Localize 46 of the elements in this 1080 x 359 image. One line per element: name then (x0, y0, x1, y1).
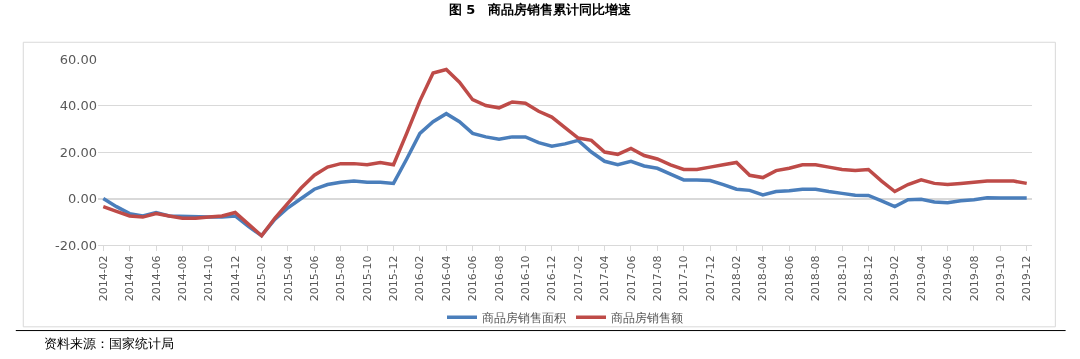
y-tick-label: 0.00 (68, 191, 97, 207)
x-tick-label: 2019-02 (888, 255, 902, 302)
line-series (101, 67, 1029, 238)
x-tick-label: 2016-10 (518, 255, 532, 302)
x-tick-label: 2019-04 (914, 255, 928, 302)
y-tick-label: -20.00 (55, 237, 97, 253)
x-tick-label: 2016-04 (439, 255, 453, 302)
x-tick-label: 2018-10 (835, 255, 849, 302)
x-tick-label: 2017-10 (677, 255, 691, 302)
x-tick-label: 2019-10 (993, 255, 1007, 302)
x-tick-label: 2015-10 (360, 255, 374, 302)
x-tick-label: 2018-12 (861, 255, 875, 302)
x-tick-label: 2014-12 (228, 255, 242, 302)
x-tick-label: 2016-08 (492, 255, 506, 302)
legend-label: 商品房销售面积 (482, 310, 566, 325)
x-tick-label: 2019-06 (941, 255, 955, 302)
x-tick-label: 2017-04 (598, 255, 612, 302)
y-tick-label: 20.00 (59, 144, 97, 160)
x-tick-label: 2017-12 (703, 255, 717, 302)
x-tick-label: 2016-12 (545, 255, 559, 302)
x-tick-label: 2018-08 (809, 255, 823, 302)
x-tick-label: 2017-06 (624, 255, 638, 302)
x-tick-label: 2015-06 (307, 255, 321, 302)
y-tick-label: 40.00 (59, 98, 97, 114)
x-tick-label: 2014-06 (149, 255, 163, 302)
x-tick-label: 2014-08 (176, 255, 189, 302)
x-tick-label: 2019-12 (1020, 255, 1034, 302)
x-tick-label: 2015-08 (334, 255, 348, 302)
x-tick-label: 2018-04 (756, 255, 770, 302)
x-tick-label: 2014-02 (96, 255, 110, 302)
x-tick-label: 2015-02 (255, 255, 269, 302)
x-tick-label: 2016-02 (413, 255, 427, 302)
x-tick-label: 2014-04 (123, 255, 137, 302)
text: 资料来源：国家统计局 (44, 336, 174, 351)
x-tick-label: 2018-06 (782, 255, 796, 302)
x-tick-label: 2016-06 (466, 255, 480, 302)
x-tick-label: 2014-10 (202, 255, 216, 302)
x-tick-label: 2018-02 (730, 255, 744, 302)
x-tick-label: 2015-12 (387, 255, 401, 302)
x-tick-label: 2019-08 (967, 255, 981, 302)
x-tick-label: 2017-02 (571, 255, 585, 302)
x-tick-label: 2015-04 (281, 255, 295, 302)
legend-label: 商品房销售额 (611, 310, 683, 325)
x-tick-label: 2017-08 (650, 255, 664, 302)
y-tick-label: 60.00 (59, 51, 97, 67)
chart-title: 图 5 商品房销售累计同比增速 (448, 2, 633, 18)
